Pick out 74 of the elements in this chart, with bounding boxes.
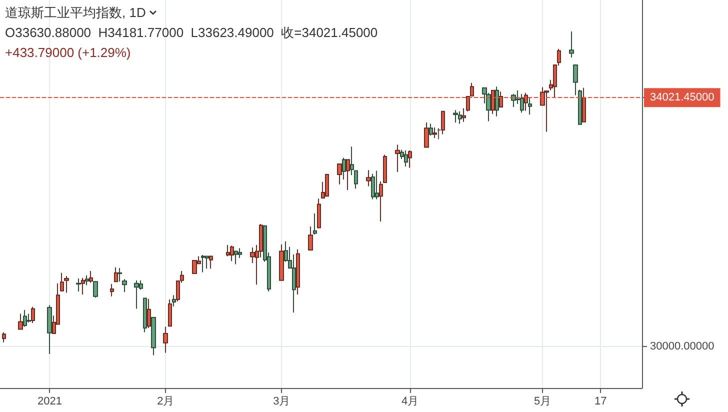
candlestick [64, 275, 69, 294]
candlestick [578, 89, 582, 125]
candlestick [143, 298, 147, 333]
candlestick [118, 267, 122, 282]
candlestick [337, 163, 342, 185]
x-tick-label: 2月 [157, 396, 174, 408]
candlestick [495, 86, 499, 117]
candlestick [296, 248, 300, 296]
candlestick [226, 244, 230, 257]
x-tick-label: 5月 [534, 396, 552, 408]
candlestick [511, 94, 516, 108]
candlestick [163, 326, 168, 354]
candlestick [404, 150, 408, 167]
candlestick [569, 31, 574, 58]
candlestick [114, 266, 118, 282]
candlestick [429, 123, 433, 136]
candlestick [354, 170, 358, 190]
candlestick [408, 150, 412, 168]
candlestick [366, 170, 371, 187]
candlestick [433, 126, 437, 138]
candlestick [371, 173, 375, 200]
candlestick [205, 256, 209, 270]
candlestick [168, 299, 172, 327]
candlestick [437, 128, 441, 140]
candlestick [122, 278, 127, 293]
annotation: O33630.88000 H34181.77000 L33623.49000 收=34021.45000 [5, 24, 378, 42]
candlestick [81, 277, 85, 296]
candlestick [47, 304, 52, 354]
candlestick [134, 280, 139, 310]
candlestick [375, 170, 379, 200]
x-tick-label: 4月 [401, 396, 419, 408]
candlestick [60, 272, 64, 292]
candlestick [350, 146, 354, 176]
x-tick-label: 3月 [273, 396, 290, 408]
candlestick [2, 332, 6, 343]
candlestick [89, 270, 93, 284]
candlestick [313, 212, 317, 236]
candlestick [234, 250, 238, 265]
candlestick [192, 260, 197, 274]
candlestick [317, 198, 321, 228]
candlestick [18, 313, 23, 330]
candlestick [379, 180, 383, 222]
candlestick [325, 173, 329, 197]
candlestick [279, 244, 284, 281]
candlestick [342, 157, 346, 180]
annotation: +433.79000 (+1.29%) [5, 44, 132, 62]
candlestick [441, 110, 445, 135]
candlestick [383, 154, 387, 184]
candlestick [528, 96, 532, 115]
candlestick [110, 284, 114, 297]
candlestick [23, 310, 27, 328]
candlestick [27, 313, 31, 323]
candlestick [453, 110, 458, 124]
candlestick [147, 298, 151, 328]
candlestick [462, 108, 466, 122]
candlestick [31, 306, 35, 324]
candlestick [85, 274, 89, 286]
candlestick [201, 254, 205, 273]
x-tick-label: 2021 [37, 396, 62, 408]
candlestick [151, 316, 156, 356]
candlestick [76, 278, 81, 292]
candlestick [395, 144, 400, 173]
x-tick-label: 17 [594, 396, 607, 408]
candlestick [424, 122, 429, 148]
y-tick-label: 34021.45000 [650, 92, 714, 104]
candlestick [346, 159, 350, 190]
candlestick [209, 255, 213, 270]
candlestick [172, 294, 176, 307]
chart-title: 道琼斯工业平均指数, 1D [5, 4, 146, 22]
candlestick [230, 245, 234, 262]
candlestick [308, 226, 313, 251]
y-tick-label: 30000.00000 [650, 340, 714, 353]
candlestick [93, 280, 98, 298]
candlestick [573, 64, 578, 96]
